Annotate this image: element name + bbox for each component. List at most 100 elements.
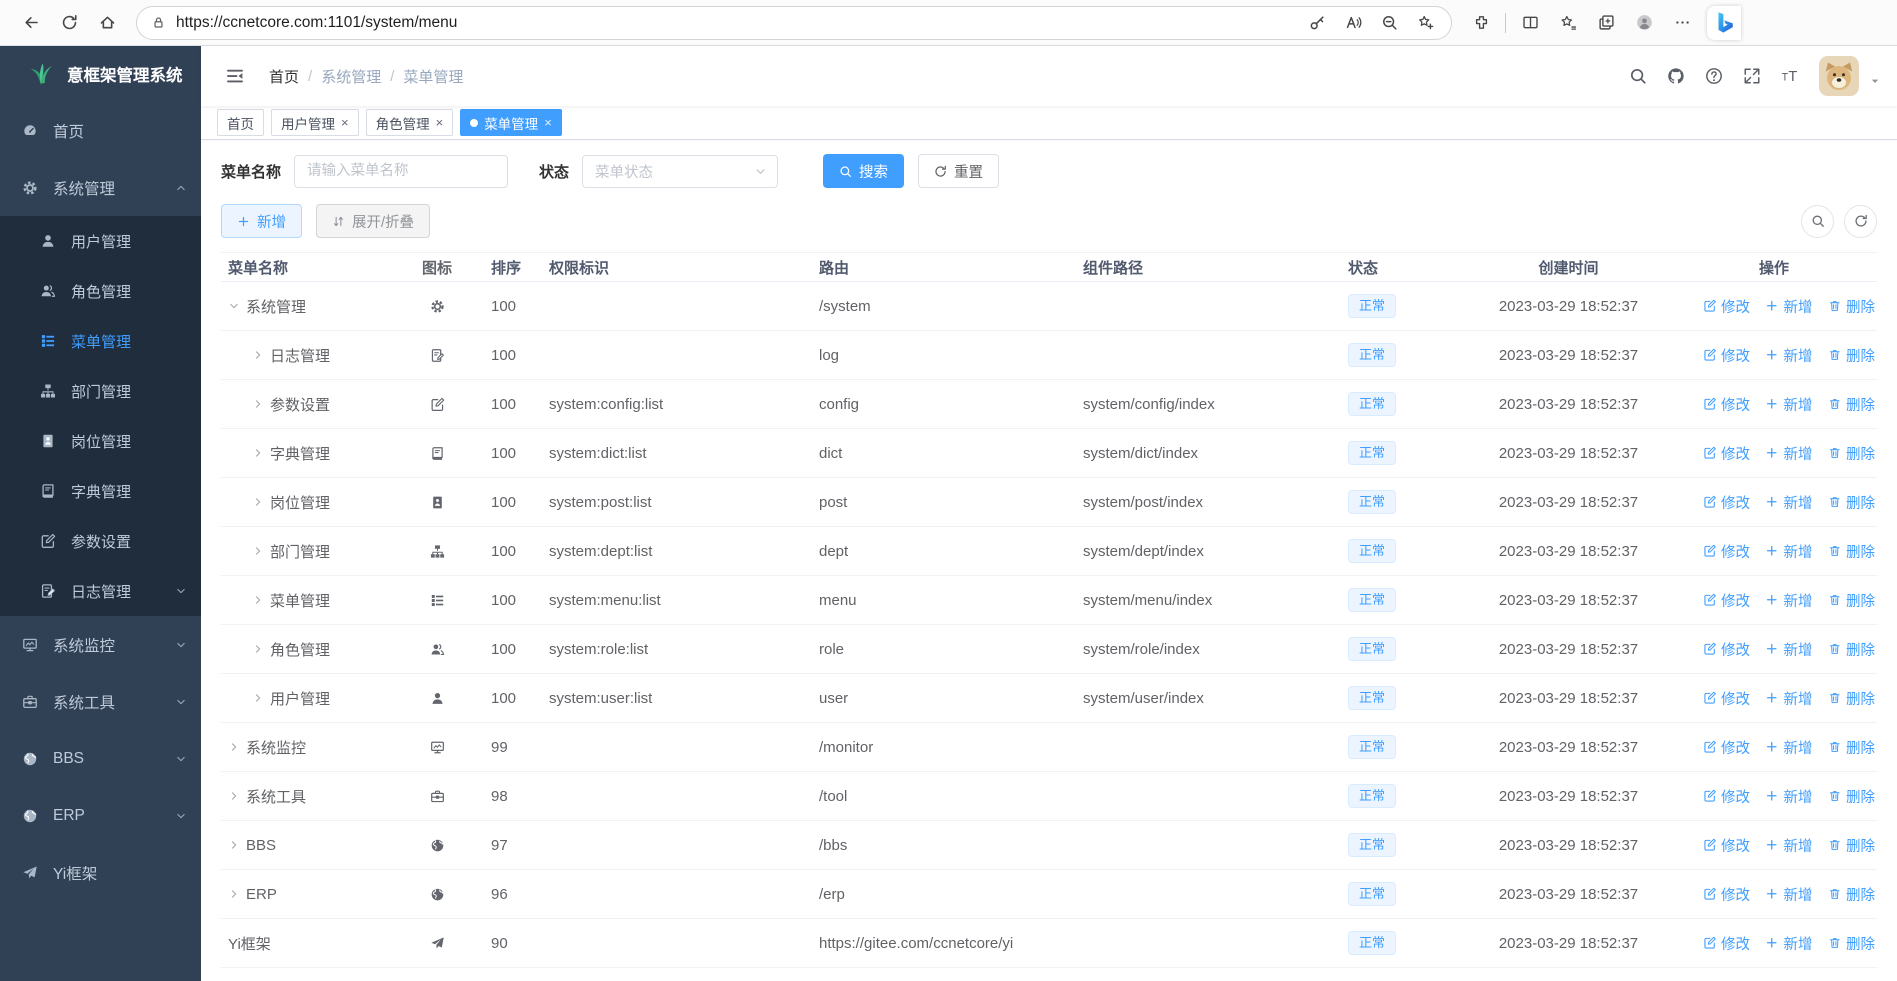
add-link[interactable]: 新增 (1765, 884, 1813, 905)
tab-角色管理[interactable]: 角色管理 × (365, 109, 454, 136)
sidebar-item-岗位管理[interactable]: 岗位管理 (0, 416, 201, 466)
tree-expand-icon[interactable] (252, 496, 264, 508)
delete-link[interactable]: 删除 (1828, 786, 1875, 807)
github-icon[interactable] (1661, 61, 1691, 91)
delete-link[interactable]: 删除 (1828, 884, 1875, 905)
add-link[interactable]: 新增 (1765, 394, 1813, 415)
edit-link[interactable]: 修改 (1703, 296, 1750, 317)
extensions-icon[interactable] (1462, 6, 1500, 40)
sidebar-item-参数设置[interactable]: 参数设置 (0, 516, 201, 566)
edit-link[interactable]: 修改 (1703, 443, 1750, 464)
fullscreen-icon[interactable] (1737, 61, 1767, 91)
tree-expand-icon[interactable] (228, 888, 240, 900)
close-icon[interactable]: × (435, 115, 444, 130)
search-circle-button[interactable] (1801, 204, 1834, 238)
delete-link[interactable]: 删除 (1828, 639, 1875, 660)
delete-link[interactable]: 删除 (1828, 835, 1875, 856)
tree-expand-icon[interactable] (252, 643, 264, 655)
caret-down-icon[interactable] (1869, 75, 1881, 87)
close-icon[interactable]: × (544, 115, 552, 130)
favorite-add-icon[interactable] (1409, 9, 1441, 37)
back-button[interactable] (12, 6, 50, 40)
edit-link[interactable]: 修改 (1703, 884, 1750, 905)
tree-expand-icon[interactable] (228, 839, 240, 851)
delete-link[interactable]: 删除 (1828, 590, 1875, 611)
search-button[interactable]: 搜索 (823, 154, 905, 188)
add-link[interactable]: 新增 (1765, 737, 1813, 758)
edit-link[interactable]: 修改 (1703, 492, 1750, 513)
delete-link[interactable]: 删除 (1828, 737, 1875, 758)
add-link[interactable]: 新增 (1765, 835, 1813, 856)
tree-expand-icon[interactable] (252, 594, 264, 606)
sidebar-item-首页[interactable]: 首页 (0, 102, 201, 159)
breadcrumb-item[interactable]: 首页 (269, 68, 300, 86)
sidebar-item-字典管理[interactable]: 字典管理 (0, 466, 201, 516)
tree-expand-icon[interactable] (252, 398, 264, 410)
add-link[interactable]: 新增 (1765, 443, 1813, 464)
split-screen-icon[interactable] (1511, 6, 1549, 40)
read-aloud-icon[interactable] (1337, 9, 1369, 37)
address-url[interactable]: https://ccnetcore.com:1101/system/menu (176, 13, 458, 31)
sidebar-item-Yi框架[interactable]: Yi框架 (0, 844, 201, 901)
delete-link[interactable]: 删除 (1828, 296, 1875, 317)
refresh-circle-button[interactable] (1844, 204, 1877, 238)
add-link[interactable]: 新增 (1765, 639, 1813, 660)
add-link[interactable]: 新增 (1765, 296, 1813, 317)
sidebar-item-菜单管理[interactable]: 菜单管理 (0, 316, 201, 366)
expand-collapse-button[interactable]: 展开/折叠 (316, 204, 431, 238)
home-button[interactable] (88, 6, 126, 40)
delete-link[interactable]: 删除 (1828, 492, 1875, 513)
tab-首页[interactable]: 首页 (217, 109, 264, 136)
delete-link[interactable]: 删除 (1828, 688, 1875, 709)
search-icon[interactable] (1623, 61, 1653, 91)
status-select[interactable]: 菜单状态 (582, 154, 779, 188)
edit-link[interactable]: 修改 (1703, 933, 1750, 954)
edit-link[interactable]: 修改 (1703, 737, 1750, 758)
add-link[interactable]: 新增 (1765, 688, 1813, 709)
delete-link[interactable]: 删除 (1828, 933, 1875, 954)
more-icon[interactable] (1663, 6, 1701, 40)
menu-name-input[interactable] (294, 154, 509, 188)
delete-link[interactable]: 删除 (1828, 345, 1875, 366)
edit-link[interactable]: 修改 (1703, 590, 1750, 611)
add-button[interactable]: 新增 (221, 204, 302, 238)
sidebar-item-系统工具[interactable]: 系统工具 (0, 673, 201, 730)
breadcrumb-item[interactable]: 菜单管理 (403, 68, 464, 86)
question-icon[interactable] (1699, 61, 1729, 91)
delete-link[interactable]: 删除 (1828, 443, 1875, 464)
tree-expand-icon[interactable] (228, 300, 240, 312)
bing-chip[interactable] (1707, 5, 1741, 40)
sidebar-item-用户管理[interactable]: 用户管理 (0, 216, 201, 266)
tree-expand-icon[interactable] (228, 790, 240, 802)
tree-expand-icon[interactable] (252, 545, 264, 557)
reset-button[interactable]: 重置 (918, 154, 1000, 188)
sidebar-item-ERP[interactable]: ERP (0, 787, 201, 844)
add-link[interactable]: 新增 (1765, 345, 1813, 366)
tree-expand-icon[interactable] (252, 692, 264, 704)
edit-link[interactable]: 修改 (1703, 786, 1750, 807)
edit-link[interactable]: 修改 (1703, 541, 1750, 562)
add-link[interactable]: 新增 (1765, 541, 1813, 562)
tree-expand-icon[interactable] (252, 447, 264, 459)
address-bar[interactable]: https://ccnetcore.com:1101/system/menu (136, 5, 1452, 40)
delete-link[interactable]: 删除 (1828, 394, 1875, 415)
add-link[interactable]: 新增 (1765, 933, 1813, 954)
tree-expand-icon[interactable] (228, 741, 240, 753)
user-avatar[interactable] (1819, 56, 1859, 96)
tree-expand-icon[interactable] (252, 349, 264, 361)
sidebar-item-部门管理[interactable]: 部门管理 (0, 366, 201, 416)
add-link[interactable]: 新增 (1765, 492, 1813, 513)
sidebar-item-BBS[interactable]: BBS (0, 730, 201, 787)
sidebar-item-日志管理[interactable]: 日志管理 (0, 566, 201, 616)
edit-link[interactable]: 修改 (1703, 345, 1750, 366)
zoom-out-icon[interactable] (1373, 9, 1405, 37)
tab-用户管理[interactable]: 用户管理 × (271, 109, 359, 136)
breadcrumb-item[interactable]: 系统管理 (321, 68, 382, 86)
add-link[interactable]: 新增 (1765, 590, 1813, 611)
favorites-icon[interactable] (1549, 6, 1587, 40)
close-icon[interactable]: × (341, 115, 349, 130)
add-link[interactable]: 新增 (1765, 786, 1813, 807)
edit-link[interactable]: 修改 (1703, 394, 1750, 415)
hamburger-fold-icon[interactable] (217, 66, 253, 86)
